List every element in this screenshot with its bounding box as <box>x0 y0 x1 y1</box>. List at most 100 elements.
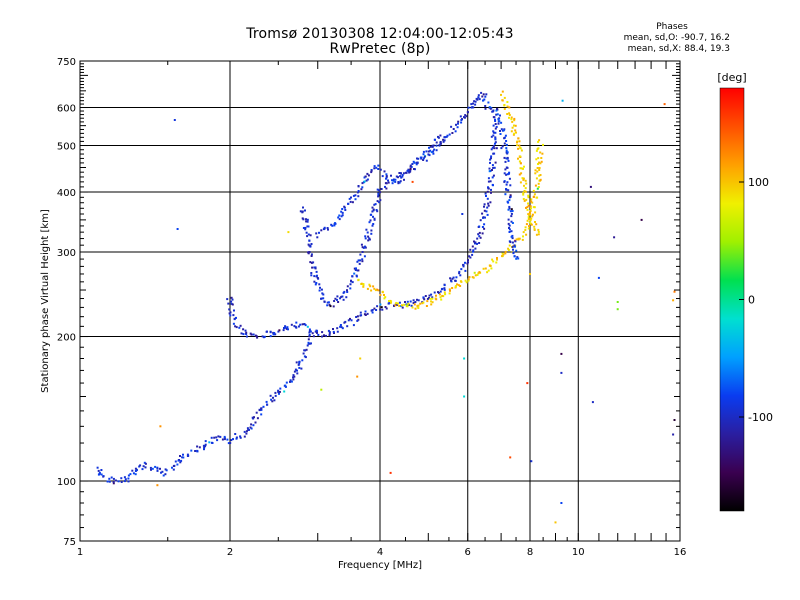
data-point <box>252 417 255 420</box>
data-point <box>367 235 370 238</box>
data-point <box>108 480 111 483</box>
data-point <box>479 236 482 239</box>
data-point <box>292 378 295 381</box>
data-point <box>504 193 507 196</box>
data-point <box>506 181 509 184</box>
data-point <box>284 385 287 388</box>
data-point <box>513 255 516 258</box>
data-point <box>473 240 475 243</box>
data-point <box>474 274 477 277</box>
data-point <box>204 440 207 443</box>
data-point <box>377 289 380 292</box>
data-point <box>357 190 360 192</box>
data-point <box>328 303 331 306</box>
data-point <box>444 293 447 296</box>
data-point <box>492 174 495 177</box>
data-point <box>534 221 536 223</box>
data-point <box>589 185 592 188</box>
data-point <box>338 214 341 217</box>
data-point <box>375 209 378 211</box>
data-point <box>537 163 539 165</box>
data-point <box>321 292 324 295</box>
data-point <box>296 372 299 375</box>
data-point <box>265 400 268 403</box>
data-point <box>503 180 506 183</box>
data-point <box>320 229 323 232</box>
data-point <box>509 210 512 213</box>
data-point <box>408 303 411 306</box>
data-point <box>308 335 311 338</box>
data-point <box>308 239 311 242</box>
data-point <box>272 333 275 336</box>
data-point <box>242 333 245 336</box>
data-point <box>142 465 145 468</box>
data-point <box>513 119 516 122</box>
data-point <box>526 206 529 209</box>
y-tick-label: 500 <box>57 142 76 153</box>
x-tick-label: 8 <box>527 547 533 558</box>
data-point <box>490 157 492 160</box>
data-point <box>269 394 272 397</box>
data-point <box>483 98 486 101</box>
data-point <box>385 307 388 310</box>
data-point <box>112 477 115 480</box>
data-point <box>203 446 206 449</box>
phase-x-mode-stats: mean, sd,X: 88.4, 19.3 <box>627 44 730 54</box>
data-point <box>640 218 643 221</box>
data-point <box>112 481 115 483</box>
data-point <box>441 287 444 290</box>
x-tick-label: 2 <box>227 547 233 558</box>
data-point <box>513 132 516 135</box>
colorbar-unit-label: [deg] <box>717 71 746 84</box>
data-point <box>516 144 519 147</box>
data-point <box>273 332 276 334</box>
data-point <box>278 329 281 332</box>
data-point <box>323 300 326 303</box>
data-point <box>372 285 375 288</box>
data-point <box>597 276 600 279</box>
data-point <box>332 330 335 333</box>
data-point <box>342 298 345 301</box>
data-point <box>302 227 305 229</box>
data-point <box>511 126 514 129</box>
data-point <box>455 123 457 126</box>
data-point <box>310 261 313 264</box>
data-point <box>385 175 388 178</box>
data-point <box>110 476 113 479</box>
data-point <box>308 342 311 345</box>
data-point <box>486 197 489 200</box>
data-point <box>511 237 514 240</box>
data-point <box>464 269 467 272</box>
data-point <box>496 258 498 261</box>
data-point <box>472 249 475 252</box>
data-point <box>509 194 512 197</box>
data-point <box>375 166 378 169</box>
data-point <box>304 356 307 359</box>
data-point <box>489 107 492 110</box>
data-point <box>415 163 418 166</box>
data-point <box>494 131 497 134</box>
data-point <box>309 261 312 264</box>
data-point <box>527 194 530 197</box>
data-point <box>473 100 476 103</box>
data-point <box>509 195 512 198</box>
data-point <box>488 167 491 170</box>
data-point <box>367 239 370 242</box>
data-point <box>371 206 374 209</box>
data-point <box>467 278 470 281</box>
data-point <box>223 438 226 441</box>
data-point <box>266 403 269 406</box>
data-point <box>362 283 365 285</box>
data-point <box>176 228 179 230</box>
data-point <box>365 179 368 182</box>
data-point <box>527 216 530 219</box>
data-point <box>234 325 237 328</box>
data-point <box>385 187 388 190</box>
data-point <box>165 469 168 472</box>
data-point <box>306 220 309 223</box>
data-point <box>490 135 493 138</box>
data-point <box>298 366 301 369</box>
data-point <box>457 120 460 123</box>
data-point <box>482 93 485 96</box>
data-point <box>353 267 356 270</box>
